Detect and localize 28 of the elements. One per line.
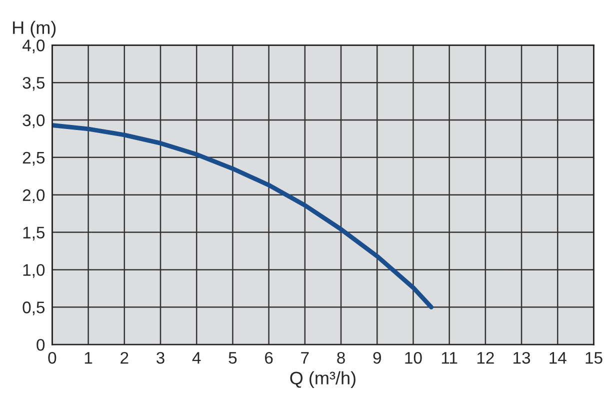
y-tick-label: 4,0	[22, 40, 45, 54]
x-tick-label: 0	[48, 352, 56, 364]
y-tick-label: 1,5	[23, 226, 45, 240]
y-tick-label: 2,5	[22, 152, 45, 166]
x-tick-label: 15	[586, 352, 602, 364]
x-tick-label: 13	[514, 352, 530, 364]
x-tick-label: 7	[301, 352, 309, 364]
x-tick-label: 6	[265, 352, 273, 364]
x-tick-label: 8	[337, 352, 345, 364]
x-tick-label: 9	[373, 352, 381, 364]
x-tick-label: 12	[477, 352, 494, 364]
x-tick-label: 10	[405, 352, 422, 364]
x-tick-label: 2	[120, 352, 128, 364]
y-tick-label: 1,0	[23, 264, 45, 278]
y-tick-label: 3,0	[22, 114, 45, 128]
x-tick-label: 5	[228, 352, 237, 364]
x-tick-label: 11	[442, 352, 458, 364]
x-axis-title: Q (m³/h)	[290, 371, 356, 388]
x-tick-label: 4	[192, 352, 201, 364]
y-tick-label: 0	[36, 338, 45, 351]
line-series	[52, 123, 434, 310]
y-tick-label: 0,5	[22, 302, 45, 316]
x-tick-label: 1	[84, 352, 92, 364]
x-tick-label: 3	[156, 352, 164, 364]
y-axis-title: H (m)	[13, 20, 56, 38]
y-tick-label: 3,5	[22, 76, 45, 91]
x-tick-label: 14	[550, 352, 566, 364]
y-tick-label: 2,0	[22, 189, 45, 204]
